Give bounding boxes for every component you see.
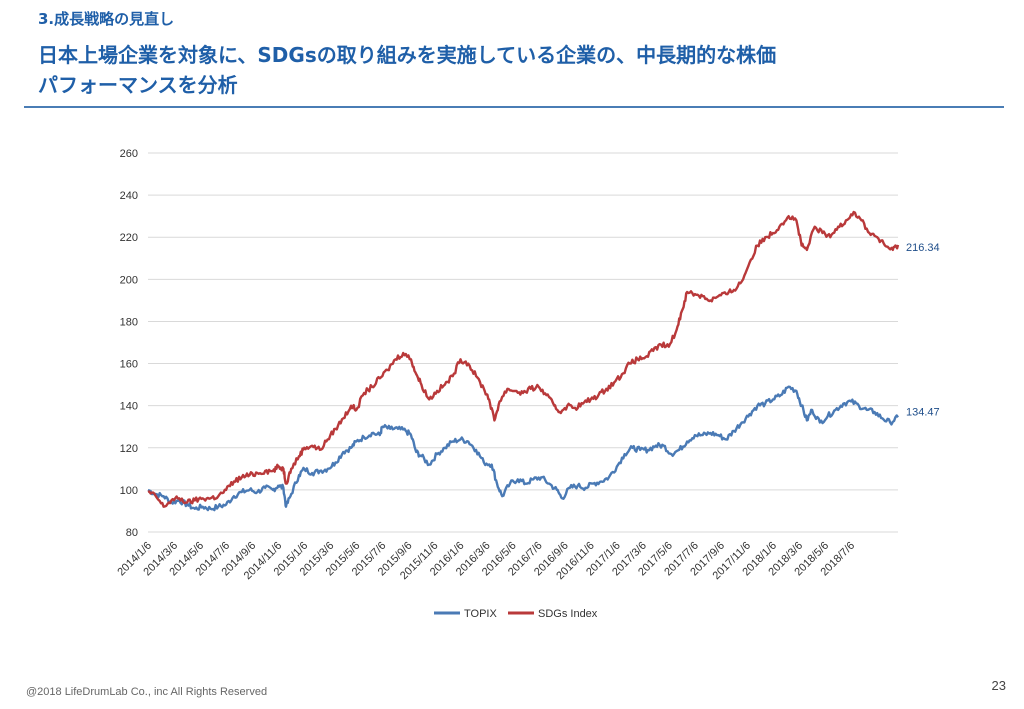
copyright-footer: @2018 LifeDrumLab Co., inc All Rights Re… [26, 686, 268, 698]
title-divider [24, 106, 1004, 108]
y-tick-label-80: 80 [126, 527, 138, 539]
title-line-1: 日本上場企業を対象に、SDGsの取り組みを実施している企業の、中長期的な株価 [38, 43, 777, 67]
series-line-sdgs-index [147, 210, 900, 508]
legend-label-0: TOPIX [464, 608, 497, 620]
y-tick-label-180: 180 [120, 316, 138, 328]
legend-label-1: SDGs Index [538, 608, 598, 620]
page-number: 23 [991, 678, 1006, 693]
title-line-2: パフォーマンスを分析 [38, 73, 238, 97]
y-tick-label-240: 240 [120, 190, 138, 202]
slide-title: 日本上場企業を対象に、SDGsの取り組みを実施している企業の、中長期的な株価 パ… [38, 40, 998, 100]
y-tick-label-100: 100 [120, 485, 138, 497]
end-label-topix: 134.47 [906, 406, 940, 418]
y-tick-label-200: 200 [120, 274, 138, 286]
series-line-topix [147, 385, 899, 512]
end-label-sdgs: 216.34 [906, 242, 940, 254]
y-tick-label-260: 260 [120, 148, 138, 160]
y-tick-label-220: 220 [120, 232, 138, 244]
section-label: 3.成長戦略の見直し [38, 10, 175, 28]
y-tick-label-140: 140 [120, 401, 138, 413]
y-tick-label-160: 160 [120, 359, 138, 371]
y-tick-label-120: 120 [120, 443, 138, 455]
